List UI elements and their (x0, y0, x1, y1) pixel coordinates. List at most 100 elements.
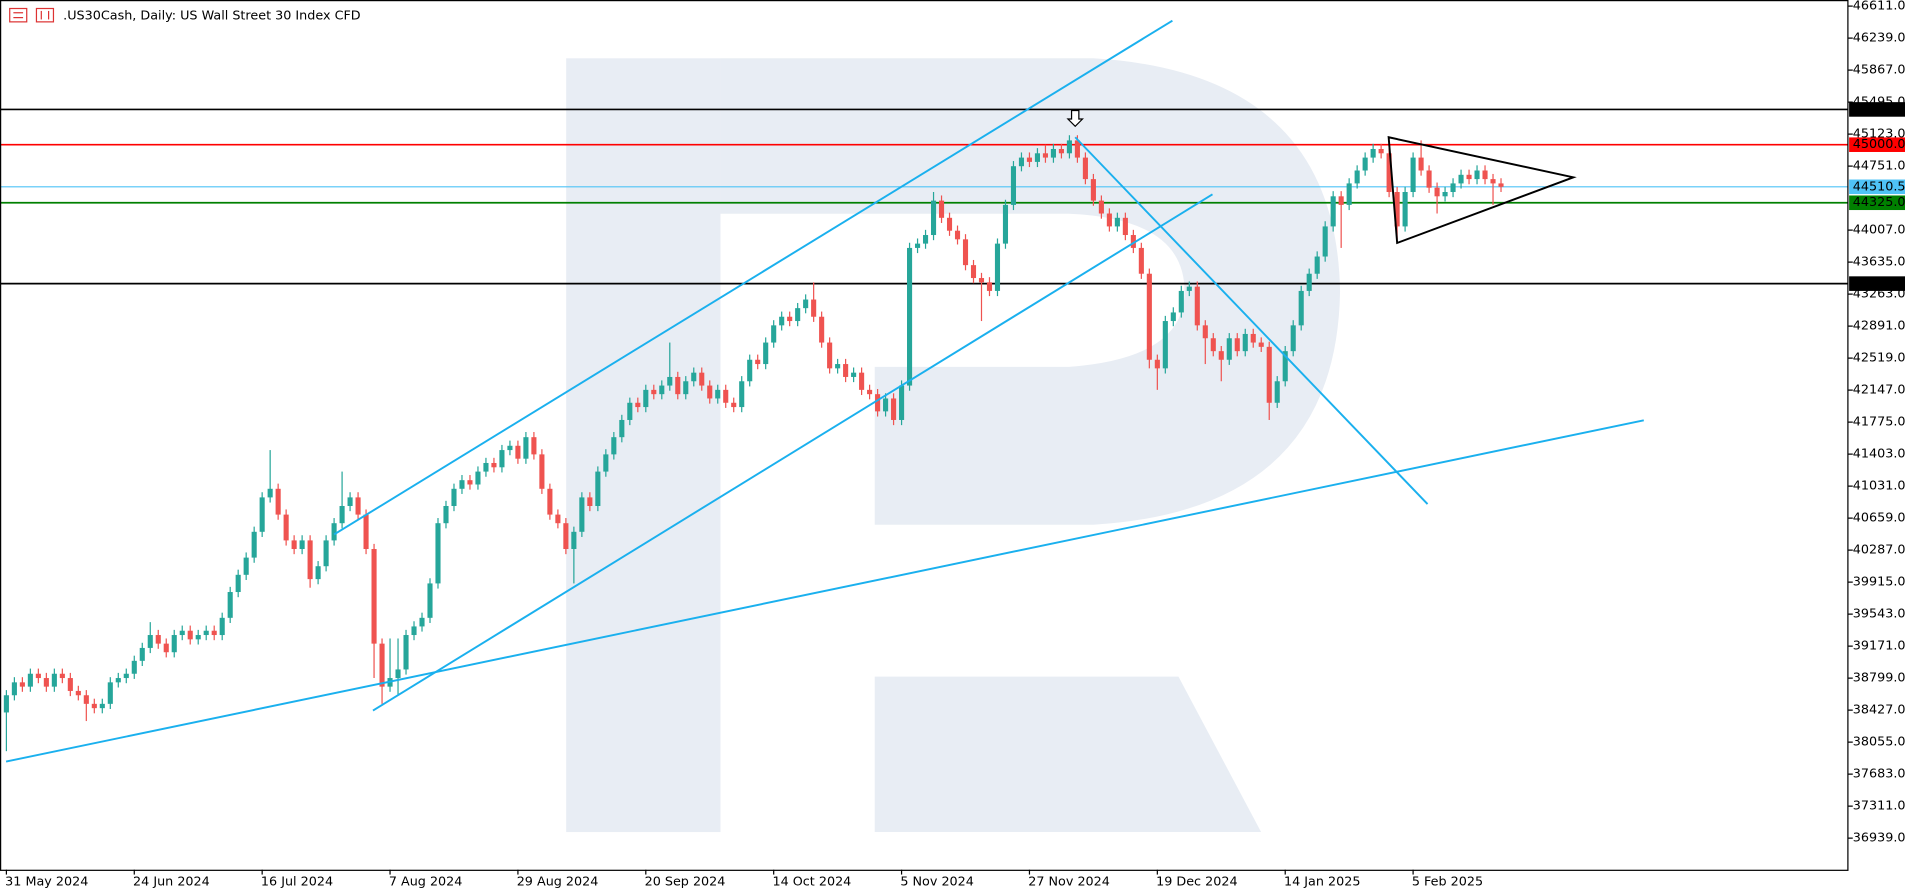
candle-body (1434, 187, 1440, 197)
candle-body (1466, 174, 1472, 180)
y-tick-label: 38427.0 (1853, 703, 1905, 718)
candle-body (1298, 290, 1304, 326)
candle-body (675, 376, 681, 395)
candle-body (1018, 157, 1025, 167)
candle-body (571, 531, 577, 550)
candle-body (907, 247, 913, 386)
candle-body (1170, 312, 1176, 322)
candle-body (27, 673, 33, 687)
arrow-marker (1066, 109, 1084, 128)
candle-body (779, 316, 785, 326)
candle-body (19, 682, 25, 687)
candle-body (627, 402, 633, 420)
y-tick-label: 39915.0 (1853, 575, 1905, 590)
candle-body (1394, 192, 1400, 227)
candle-body (1210, 338, 1216, 352)
x-tick-label: 20 Sep 2024 (645, 874, 726, 889)
x-tick-label: 16 Jul 2024 (261, 874, 333, 889)
candle-body (579, 497, 585, 532)
chart-title: .US30Cash, Daily: US Wall Street 30 Inde… (63, 8, 361, 23)
candle-body (1114, 217, 1120, 227)
price-level-label: 45410.0 (1853, 102, 1905, 117)
candle-body (707, 385, 713, 399)
candle-body (954, 230, 961, 240)
candle-body (403, 635, 409, 670)
candle-body (35, 673, 41, 679)
candle-body (371, 549, 377, 644)
icon-list (9, 7, 28, 23)
candle-body (1146, 273, 1152, 360)
candle-body (683, 381, 689, 395)
y-tick-label: 42519.0 (1853, 351, 1905, 366)
candle-body (1258, 342, 1264, 347)
candle-body (347, 497, 353, 506)
candle-body (899, 385, 905, 420)
candle-body (179, 630, 185, 636)
y-tick-label: 37311.0 (1853, 799, 1905, 814)
triangle-pattern (1387, 136, 1577, 245)
candle-body (107, 682, 113, 704)
candle-body (1338, 196, 1344, 205)
candle-body (819, 316, 825, 343)
y-tick-label: 46611.0 (1853, 0, 1905, 14)
candle-body (978, 278, 985, 283)
candle-body (1498, 183, 1504, 187)
candle-body (499, 450, 505, 468)
candle-body (723, 389, 729, 403)
downtrend-line (1074, 136, 1429, 505)
y-tick-label: 39543.0 (1853, 607, 1905, 622)
candle-body (1090, 179, 1096, 201)
candle-body (1378, 148, 1384, 154)
candle-body (451, 488, 457, 506)
candle-body (315, 566, 321, 580)
candle-body (1186, 286, 1192, 291)
candle-body (3, 695, 9, 713)
candle-body (1322, 226, 1328, 257)
candle-body (915, 243, 921, 248)
support-line (5, 419, 1644, 763)
price-level-tag (1849, 276, 1905, 291)
candle-body (1474, 170, 1480, 180)
candle-body (1034, 153, 1040, 162)
candle-body (283, 514, 289, 541)
x-tick-label: 14 Oct 2024 (772, 874, 851, 889)
candle-body (859, 372, 865, 390)
candle-body (891, 398, 897, 420)
candle-body (1362, 157, 1368, 171)
candle-body (475, 471, 481, 485)
candle-body (1266, 346, 1272, 403)
candle-body (867, 389, 873, 395)
candle-body (691, 372, 697, 382)
candle-body (331, 523, 337, 541)
candle-body (59, 673, 65, 679)
candle-body (83, 695, 89, 704)
candle-body (1442, 192, 1448, 197)
y-tick-label: 37683.0 (1853, 767, 1905, 782)
candle-body (1346, 183, 1352, 205)
candle-body (11, 682, 17, 696)
candle-body (1218, 351, 1224, 360)
x-tick-label: 29 Aug 2024 (517, 874, 599, 889)
candle-body (635, 402, 641, 408)
candle-body (1058, 148, 1064, 154)
candle-body (243, 557, 249, 575)
price-level-tag (1849, 102, 1905, 117)
candle-body (163, 643, 169, 653)
candle-body (1386, 153, 1392, 193)
candle-body (291, 540, 297, 550)
candle-body (1458, 174, 1464, 184)
candle-body (835, 364, 841, 369)
candle-body (1106, 213, 1112, 227)
x-tick-label: 27 Nov 2024 (1028, 874, 1110, 889)
candle-body (91, 703, 97, 709)
candle-body (938, 200, 945, 218)
y-tick-label: 41031.0 (1853, 479, 1905, 494)
y-tick-label: 42891.0 (1853, 319, 1905, 334)
candle-body (139, 647, 145, 661)
candle-body (131, 660, 137, 674)
candle-body (922, 235, 929, 244)
candle-body (467, 480, 473, 485)
candle-body (1082, 157, 1088, 180)
candle-body (299, 540, 305, 550)
y-tick-label: 36939.0 (1853, 831, 1905, 846)
